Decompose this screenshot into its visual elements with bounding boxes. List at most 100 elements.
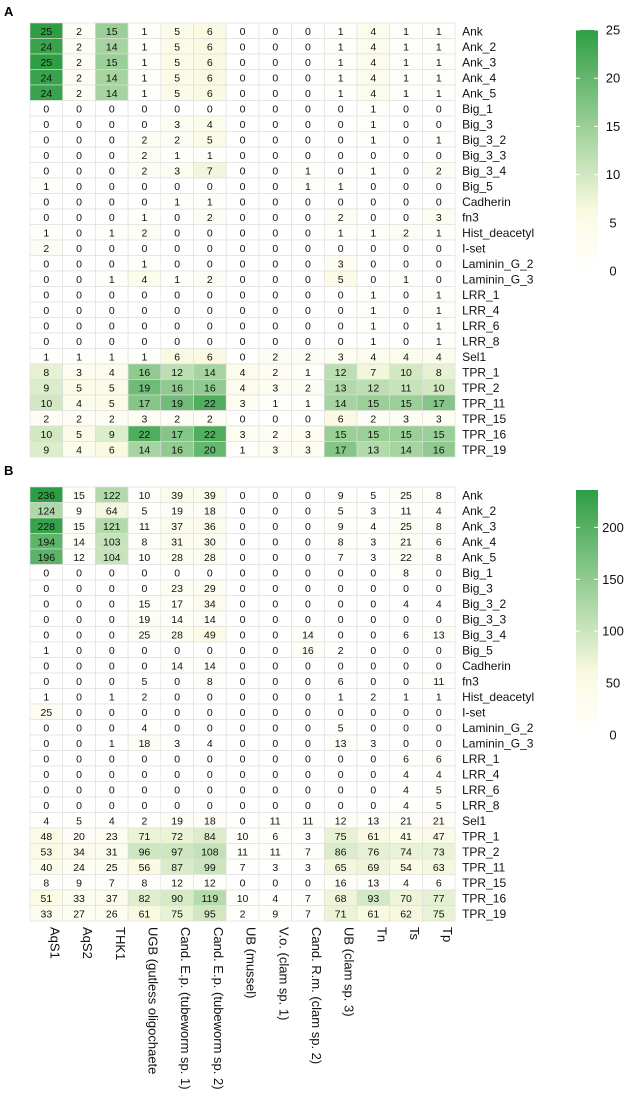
heatmap-a-cell-value: 5 (76, 382, 82, 394)
heatmap-a-cell-value: 0 (43, 336, 49, 348)
heatmap-a-cell-value: 14 (106, 72, 118, 84)
heatmap-b-row-label: Big_3_2 (462, 597, 506, 611)
heatmap-a-cell-value: 0 (403, 150, 409, 162)
heatmap-b-cell-value: 0 (436, 645, 442, 657)
heatmap-b-cell-value: 0 (76, 691, 82, 703)
heatmap-b-row-label: Big_3_3 (462, 612, 506, 626)
heatmap-b-cell-value: 6 (272, 831, 278, 843)
heatmap-a-row-label: TPR_1 (462, 365, 500, 379)
heatmap-a-cell-value: 15 (433, 429, 445, 441)
heatmap-a-cell-value: 14 (106, 41, 118, 53)
heatmap-a-cell-value: 1 (436, 289, 442, 301)
heatmap-a-cell-value: 10 (433, 382, 445, 394)
heatmap-b-cell-value: 0 (207, 691, 213, 703)
heatmap-a-row-label: TPR_19 (462, 443, 506, 457)
heatmap-a-cell-value: 0 (43, 289, 49, 301)
heatmap-b-cell-value: 82 (139, 893, 151, 905)
heatmap-a-cell-value: 3 (240, 398, 246, 410)
heatmap-a-cell-value: 0 (338, 103, 344, 115)
heatmap-a-cell-value: 0 (174, 305, 180, 317)
heatmap-a-cell-value: 1 (142, 351, 148, 363)
heatmap-a-row-label: LRR_6 (462, 319, 500, 333)
heatmap-a-cell-value: 0 (370, 150, 376, 162)
heatmap-a-cell-value: 3 (403, 413, 409, 425)
heatmap-a-cell (422, 441, 456, 458)
heatmap-a-cell-value: 5 (174, 57, 180, 69)
heatmap-a-cell-value: 1 (109, 351, 115, 363)
heatmap-a-cell-value: 1 (403, 72, 409, 84)
heatmap-b-cell-value: 108 (201, 846, 219, 858)
heatmap-b-cell-value: 0 (240, 536, 246, 548)
heatmap-b-cell-value: 24 (73, 862, 85, 874)
heatmap-b-cell-value: 5 (370, 490, 376, 502)
heatmap-a-cell-value: 6 (109, 444, 115, 456)
heatmap-b-cell-value: 5 (338, 722, 344, 734)
heatmap-a-cell-value: 0 (305, 305, 311, 317)
heatmap-a-cell-value: 0 (305, 119, 311, 131)
heatmap-a-cell-value: 0 (370, 196, 376, 208)
heatmap-b-cell-value: 18 (204, 505, 216, 517)
heatmap-b-cell-value: 4 (142, 722, 148, 734)
heatmap-a-cell-value: 0 (240, 181, 246, 193)
heatmap-b-cell-value: 122 (103, 490, 121, 502)
heatmap-b-cell-value: 0 (240, 583, 246, 595)
heatmap-b-cell-value: 0 (436, 722, 442, 734)
heatmap-b-cell-value: 8 (436, 490, 442, 502)
heatmap-a-cell-value: 0 (76, 150, 82, 162)
heatmap-a-cell-value: 2 (174, 413, 180, 425)
heatmap-b-column-label: AqS1 (47, 927, 62, 959)
heatmap-a-cell-value: 16 (433, 444, 445, 456)
heatmap-a-row-label: Ank_2 (462, 40, 496, 54)
heatmap-a-cell-value: 0 (142, 305, 148, 317)
heatmap-b-cell-value: 69 (368, 862, 380, 874)
heatmap-b-cell-value: 0 (240, 645, 246, 657)
heatmap-a-cell-value: 0 (174, 258, 180, 270)
heatmap-b-column-label: Ts (407, 927, 422, 941)
heatmap-b-cell-value: 30 (204, 536, 216, 548)
heatmap-b-cell-value: 10 (139, 490, 151, 502)
heatmap-a-cell-value: 1 (43, 227, 49, 239)
heatmap-b-cell-value: 2 (240, 908, 246, 920)
heatmap-a-cell-value: 2 (142, 165, 148, 177)
heatmap-a-cell-value: 0 (370, 258, 376, 270)
heatmap-b-cell-value: 5 (142, 505, 148, 517)
heatmap-a-cell-value: 4 (240, 367, 246, 379)
heatmap-b-cell-value: 119 (201, 893, 218, 905)
heatmap-a-cell-value: 1 (436, 336, 442, 348)
heatmap-b-cell-value: 61 (368, 831, 380, 843)
heatmap-b-cell-value: 0 (207, 722, 213, 734)
heatmap-a-cell-value: 0 (207, 243, 213, 255)
legend-b-tick-label: 150 (602, 572, 624, 587)
heatmap-b-cell-value: 9 (338, 521, 344, 533)
heatmap-a-cell-value: 24 (41, 72, 53, 84)
heatmap-a-row-label: Ank_5 (462, 86, 496, 100)
heatmap-a-row-label: Sel1 (462, 350, 486, 364)
heatmap-b-cell-value: 6 (338, 676, 344, 688)
heatmap-a-cell-value: 0 (76, 305, 82, 317)
heatmap-a-cell-value: 0 (207, 258, 213, 270)
heatmap-a-cell-value: 1 (240, 444, 246, 456)
heatmap-b-cell-value: 0 (240, 552, 246, 564)
heatmap-b-row-label: Ank_2 (462, 504, 496, 518)
heatmap-a-cell-value: 1 (338, 72, 344, 84)
heatmap-b-cell-value: 0 (109, 567, 115, 579)
heatmap-a-cell-value: 0 (142, 336, 148, 348)
heatmap-b-cell-value: 54 (400, 862, 412, 874)
heatmap-a-legend: 0 5 10 15 20 25 (576, 23, 620, 279)
heatmap-b-cell-value: 0 (403, 722, 409, 734)
heatmap-b-cell-value: 3 (305, 862, 311, 874)
heatmap-b-cell-value: 12 (204, 877, 216, 889)
heatmap-a-cell-value: 17 (171, 429, 183, 441)
legend-a-tick-label: 5 (609, 215, 616, 230)
heatmap-a-cell-value: 1 (403, 57, 409, 69)
heatmap-b-cell-value: 0 (272, 738, 278, 750)
heatmap-a-cell-value: 0 (338, 119, 344, 131)
heatmap-b-row-label: LRR_8 (462, 798, 500, 812)
heatmap-b-cell-value: 0 (240, 769, 246, 781)
heatmap-b-cell-value: 13 (335, 738, 347, 750)
heatmap-b-cell-value: 0 (240, 877, 246, 889)
heatmap-a-cell-value: 3 (436, 212, 442, 224)
heatmap-b-cell-value: 0 (403, 583, 409, 595)
heatmap-a-cell-value: 0 (240, 351, 246, 363)
